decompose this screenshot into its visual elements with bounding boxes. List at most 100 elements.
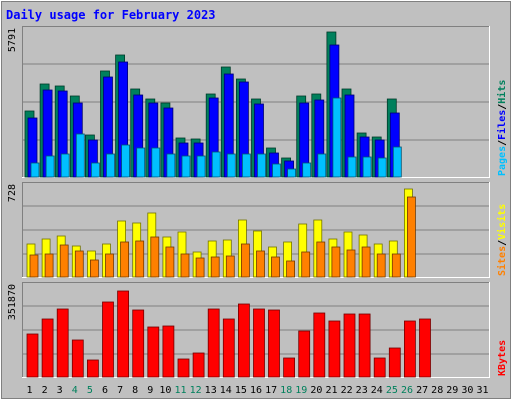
day-label-6: 6 xyxy=(102,385,108,396)
bar-kbytes-day-13 xyxy=(207,308,220,378)
bar-pages-day-18 xyxy=(287,168,297,178)
legend-entry-slash: / xyxy=(497,240,508,246)
bar-kbytes-day-22 xyxy=(343,313,356,378)
bar-sites-day-5 xyxy=(90,259,99,278)
day-label-9: 9 xyxy=(147,385,153,396)
bar-sites-day-19 xyxy=(301,251,311,278)
legend-entry-files: Files xyxy=(496,110,508,140)
bar-sites-day-24 xyxy=(376,253,386,278)
bar-kbytes-day-10 xyxy=(162,325,175,378)
bar-kbytes-day-24 xyxy=(373,357,386,378)
bar-kbytes-day-27 xyxy=(419,318,431,378)
bar-pages-day-11 xyxy=(181,155,191,178)
bar-sites-day-20 xyxy=(316,241,326,278)
bar-sites-day-22 xyxy=(346,249,356,278)
bar-kbytes-day-17 xyxy=(268,309,280,378)
bar-sites-day-13 xyxy=(210,256,220,278)
hits-max-label: 5791 xyxy=(7,28,18,52)
bar-pages-day-5 xyxy=(91,162,100,178)
bar-pages-day-16 xyxy=(257,153,266,178)
bar-kbytes-day-16 xyxy=(253,308,265,378)
bar-kbytes-day-9 xyxy=(147,326,160,378)
day-label-18: 18 xyxy=(280,385,292,396)
kbytes-max-label: 351870 xyxy=(7,284,18,320)
bar-pages-day-1 xyxy=(30,162,40,178)
bar-sites-day-25 xyxy=(391,253,401,278)
legend-entry-slash: / xyxy=(497,140,508,146)
day-label-29: 29 xyxy=(446,385,458,396)
bar-sites-day-17 xyxy=(271,256,280,278)
legend-entry-visits: Visits xyxy=(496,204,508,240)
visits-max-label: 728 xyxy=(7,184,18,202)
kbytes-panel: 351870 KBytes xyxy=(7,282,508,378)
bar-pages-day-20 xyxy=(317,153,327,178)
legend-entry-pages: Pages xyxy=(497,146,508,176)
chart-title: Daily usage for February 2023 xyxy=(6,8,216,22)
bar-pages-day-25 xyxy=(392,146,402,178)
bar-pages-day-17 xyxy=(272,163,281,178)
bar-kbytes-day-26 xyxy=(403,320,416,378)
day-label-25: 25 xyxy=(386,385,398,396)
bar-pages-day-7 xyxy=(121,144,130,178)
day-label-13: 13 xyxy=(205,385,217,396)
bar-kbytes-day-18 xyxy=(283,357,296,378)
bar-kbytes-day-25 xyxy=(388,347,401,378)
bar-kbytes-day-6 xyxy=(102,301,114,378)
bar-sites-day-21 xyxy=(331,246,341,278)
bar-pages-day-15 xyxy=(241,153,251,178)
day-label-1: 1 xyxy=(26,385,32,396)
day-label-11: 11 xyxy=(174,385,186,396)
day-label-27: 27 xyxy=(416,385,428,396)
bar-sites-day-10 xyxy=(165,246,175,278)
legend-entry-sites: Sites xyxy=(496,246,508,276)
bar-sites-day-15 xyxy=(240,243,250,278)
bar-sites-day-3 xyxy=(59,244,69,278)
day-label-17: 17 xyxy=(265,385,277,396)
day-label-14: 14 xyxy=(220,385,232,396)
day-label-3: 3 xyxy=(57,385,63,396)
bar-sites-day-11 xyxy=(180,253,190,278)
bar-kbytes-day-8 xyxy=(132,309,145,378)
bar-kbytes-day-11 xyxy=(177,358,190,378)
day-label-15: 15 xyxy=(235,385,247,396)
day-label-22: 22 xyxy=(341,385,353,396)
bar-sites-day-18 xyxy=(286,260,296,278)
bar-kbytes-day-12 xyxy=(192,352,205,378)
bar-sites-day-8 xyxy=(135,240,145,278)
legend-entry-hits: Hits xyxy=(496,80,508,104)
bar-pages-day-14 xyxy=(226,153,236,178)
bar-pages-day-13 xyxy=(211,151,221,178)
day-label-12: 12 xyxy=(190,385,202,396)
visits-panel: 728 Sites/Visits xyxy=(7,182,508,278)
bar-pages-day-10 xyxy=(166,153,176,178)
hits-legend: Pages/Files/Hits xyxy=(496,80,508,176)
bar-sites-day-1 xyxy=(29,254,39,278)
bar-pages-day-3 xyxy=(60,153,70,178)
bar-sites-day-26 xyxy=(406,196,416,278)
bar-kbytes-day-20 xyxy=(313,312,326,378)
bar-kbytes-day-5 xyxy=(87,359,99,378)
bar-pages-day-2 xyxy=(45,155,55,178)
day-label-4: 4 xyxy=(72,385,78,396)
day-label-31: 31 xyxy=(476,385,488,396)
day-label-5: 5 xyxy=(87,385,93,396)
bar-sites-day-12 xyxy=(195,257,205,278)
day-label-8: 8 xyxy=(132,385,138,396)
bar-kbytes-day-2 xyxy=(41,318,54,378)
day-label-30: 30 xyxy=(461,385,473,396)
day-label-24: 24 xyxy=(371,385,383,396)
bar-kbytes-day-7 xyxy=(117,290,129,378)
bar-pages-day-6 xyxy=(106,153,115,178)
bar-pages-day-12 xyxy=(196,155,206,178)
outer-bevel-dark xyxy=(1,1,511,399)
day-label-26: 26 xyxy=(401,385,413,396)
bar-sites-day-7 xyxy=(120,241,129,278)
day-label-7: 7 xyxy=(117,385,123,396)
day-label-16: 16 xyxy=(250,385,262,396)
day-label-23: 23 xyxy=(356,385,368,396)
bar-pages-day-24 xyxy=(377,157,387,178)
bar-pages-day-8 xyxy=(136,147,146,178)
day-label-20: 20 xyxy=(310,385,322,396)
